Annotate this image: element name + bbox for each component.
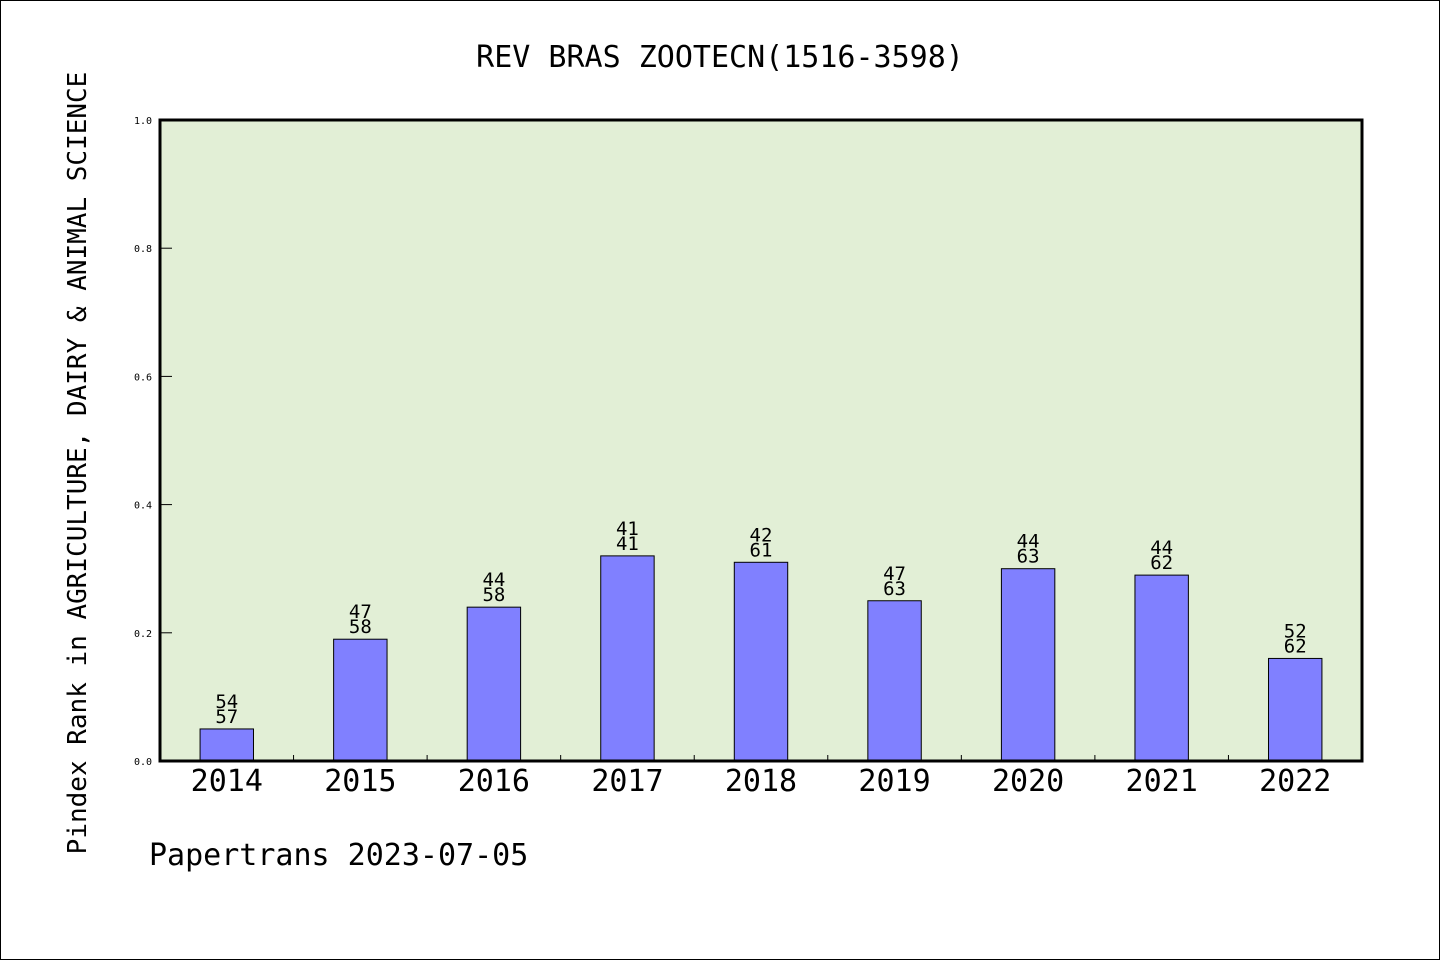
x-tick-label: 2017 xyxy=(591,764,663,799)
bar-count-label: 61 xyxy=(750,539,773,561)
bar xyxy=(333,638,388,762)
footer-credit: Papertrans 2023-07-05 xyxy=(149,838,528,873)
y-tick-label: 0.8 xyxy=(134,244,152,255)
bar-count-label: 58 xyxy=(349,616,372,638)
x-tick-label: 2016 xyxy=(458,764,530,799)
bar xyxy=(466,606,522,762)
plot-border xyxy=(158,118,1364,763)
bar-count-label: 58 xyxy=(482,584,505,606)
bar-rank-label: 42 xyxy=(750,524,773,546)
y-tick-label: 0.2 xyxy=(134,629,152,640)
bar xyxy=(733,561,789,762)
x-tick-label: 2018 xyxy=(725,764,797,799)
bar-rank-label: 47 xyxy=(349,601,372,623)
bar-count-label: 41 xyxy=(616,533,639,555)
x-tick-label: 2019 xyxy=(858,764,930,799)
x-tick-label: 2022 xyxy=(1259,764,1331,799)
x-tick-label: 2015 xyxy=(324,764,396,799)
bar-rank-label: 44 xyxy=(1150,537,1173,559)
bar-rank-label: 41 xyxy=(616,518,639,540)
bar-rank-label: 52 xyxy=(1284,620,1307,642)
x-tick-label: 2020 xyxy=(992,764,1064,799)
chart-title: REV BRAS ZOOTECN(1516-3598) xyxy=(476,40,964,75)
y-axis-label: Pindex Rank in AGRICULTURE, DAIRY & ANIM… xyxy=(63,72,93,855)
x-axis: 2014 2015 2016 2017 2018 2019 2020 2021 2022 xyxy=(191,755,1331,799)
bar-count-label: 62 xyxy=(1284,635,1307,657)
bar xyxy=(600,555,655,762)
x-tick-label: 2014 xyxy=(191,764,263,799)
bar xyxy=(867,600,922,762)
y-tick-label: 0.4 xyxy=(134,501,152,512)
bar-count-label: 63 xyxy=(883,578,906,600)
bar xyxy=(1268,657,1323,762)
bar xyxy=(1000,568,1056,762)
bar-count-label: 57 xyxy=(215,706,238,728)
y-tick-label: 0.0 xyxy=(134,757,152,768)
bar-rank-label: 47 xyxy=(883,563,906,585)
y-tick-label: 0.6 xyxy=(134,372,152,383)
bar-rank-label: 44 xyxy=(482,569,505,591)
bar-rank-label: 54 xyxy=(215,691,238,713)
bar-count-label: 62 xyxy=(1150,552,1173,574)
bar xyxy=(199,728,254,762)
x-tick-label: 2021 xyxy=(1126,764,1198,799)
bar xyxy=(1134,574,1189,762)
y-tick-label: 1.0 xyxy=(134,116,152,127)
bar-count-label: 63 xyxy=(1017,546,1040,568)
bar-rank-label: 44 xyxy=(1017,531,1040,553)
